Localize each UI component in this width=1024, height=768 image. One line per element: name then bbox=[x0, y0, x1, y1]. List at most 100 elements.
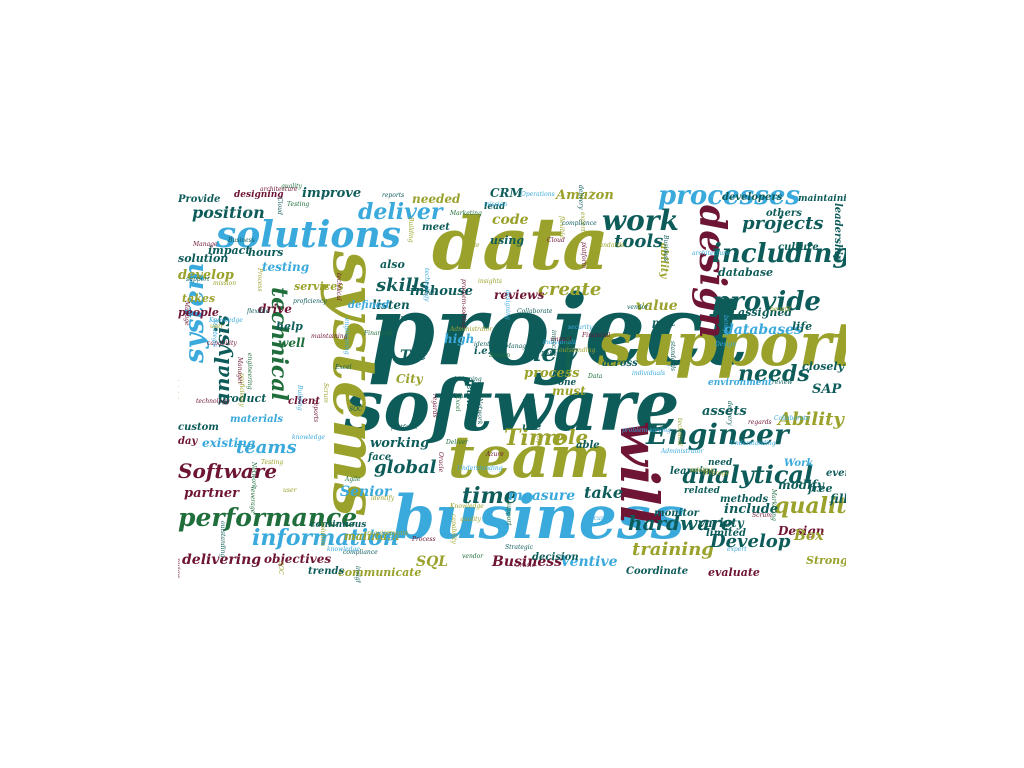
filler-word: Marketing bbox=[770, 489, 777, 521]
filler-word: Understanding bbox=[730, 440, 776, 447]
filler-word: Administrator bbox=[661, 448, 704, 455]
word-include: include bbox=[724, 502, 779, 517]
filler-word: mission bbox=[213, 280, 237, 287]
word-continuous: continuous bbox=[310, 520, 367, 530]
filler-word: Testing bbox=[261, 459, 284, 466]
filler-word: Agile bbox=[345, 476, 361, 483]
word-data: data bbox=[432, 201, 609, 286]
word-also: also bbox=[380, 258, 405, 271]
word-drive: drive bbox=[258, 302, 292, 316]
filler-word: Oracle bbox=[515, 562, 536, 569]
filler-word: Network bbox=[476, 398, 483, 425]
filler-word: Design bbox=[715, 341, 737, 348]
filler-word: Building bbox=[296, 385, 303, 411]
filler-word: Business bbox=[662, 235, 669, 262]
filler-word: vendor bbox=[627, 304, 649, 311]
filler-word: Manager bbox=[505, 343, 533, 350]
word-ventive: Ventive bbox=[560, 554, 618, 570]
word-database: database bbox=[718, 266, 774, 279]
filler-word: Financial bbox=[364, 330, 393, 337]
filler-word: quality bbox=[460, 516, 481, 523]
filler-word: Collaborate bbox=[517, 308, 553, 315]
filler-word: flexible bbox=[247, 308, 270, 315]
word-assets: assets bbox=[702, 404, 747, 419]
filler-word: architecture bbox=[692, 250, 730, 257]
filler-word: Cloud bbox=[276, 197, 283, 215]
word-time-cap: Time bbox=[504, 425, 567, 451]
word-performance: performance bbox=[178, 503, 358, 532]
filler-word: Building bbox=[407, 217, 414, 243]
filler-word: Excel bbox=[335, 364, 352, 371]
filler-word: Agile bbox=[464, 242, 480, 249]
filler-word: Financial bbox=[582, 332, 611, 339]
filler-word: Data bbox=[424, 290, 439, 297]
filler-word: delivery bbox=[726, 401, 733, 426]
word-process: process bbox=[524, 366, 580, 381]
word-product: product bbox=[218, 392, 267, 405]
word-business: business bbox=[393, 483, 685, 553]
word-training: training bbox=[632, 539, 714, 560]
filler-word: standards bbox=[594, 242, 625, 249]
word-learning: learning bbox=[670, 466, 718, 477]
word-improve: improve bbox=[302, 186, 362, 201]
word-cloud: project software business data team supp… bbox=[178, 183, 846, 583]
word-software: software bbox=[344, 364, 680, 447]
word-value: value bbox=[636, 298, 678, 314]
word-meet: meet bbox=[422, 222, 450, 233]
word-face: face bbox=[368, 452, 392, 463]
filler-word: Business bbox=[228, 237, 255, 244]
word-life: life bbox=[792, 320, 813, 333]
word-across: across bbox=[602, 358, 638, 369]
filler-word: security bbox=[568, 324, 593, 331]
word-maintain: maintain bbox=[344, 530, 400, 543]
filler-word: quality bbox=[281, 183, 302, 190]
filler-word: benefit bbox=[722, 315, 729, 337]
filler-word: support bbox=[186, 276, 210, 283]
filler-word: Oracle bbox=[437, 452, 444, 473]
filler-word: Cloud bbox=[547, 237, 565, 244]
word-analytical: analytical bbox=[682, 460, 814, 489]
word-quality: quality bbox=[774, 493, 846, 519]
filler-word: user bbox=[283, 487, 297, 494]
word-new: new bbox=[524, 338, 578, 367]
filler-word: Network bbox=[250, 462, 257, 489]
word-measure: measure bbox=[508, 488, 576, 504]
filler-word: regards bbox=[748, 419, 772, 426]
word-work-cap: Work bbox=[784, 458, 814, 469]
word-maintaining: maintaining bbox=[798, 194, 846, 204]
word-software-cap: Software bbox=[178, 459, 278, 483]
word-modify: modify bbox=[778, 478, 824, 492]
word-working: working bbox=[370, 436, 430, 451]
filler-word: Manager bbox=[236, 357, 243, 385]
filler-word: Knowledge bbox=[450, 503, 484, 510]
word-evaluate: evaluate bbox=[708, 566, 760, 579]
word-provide: provide bbox=[712, 287, 821, 317]
word-help: help bbox=[276, 320, 303, 333]
word-materials: materials bbox=[230, 414, 284, 425]
filler-word: security bbox=[587, 515, 612, 522]
filler-word: Scrum bbox=[752, 512, 772, 519]
filler-word: Azure bbox=[452, 393, 470, 400]
filler-word: user bbox=[210, 323, 224, 330]
filler-word: insights bbox=[478, 278, 502, 285]
word-ie: i.e. bbox=[474, 346, 492, 357]
filler-word: individuals bbox=[632, 370, 666, 377]
filler-word: benefit bbox=[770, 306, 792, 313]
word-large: large bbox=[370, 528, 402, 541]
word-processes: processes bbox=[658, 183, 801, 211]
filler-word: requirements bbox=[564, 335, 571, 377]
word-design-cap: Design bbox=[778, 524, 825, 538]
filler-word: knowledge bbox=[292, 434, 325, 441]
word-senior: Senior bbox=[340, 484, 392, 500]
word-partner: partner bbox=[184, 486, 239, 501]
word-project: project bbox=[368, 274, 749, 387]
word-designing: designing bbox=[234, 190, 284, 200]
filler-word: expert bbox=[727, 546, 747, 553]
filler-word: vendor bbox=[462, 553, 484, 560]
filler-word: insights bbox=[354, 566, 361, 583]
filler-word: platform bbox=[580, 242, 587, 269]
word-use: use bbox=[522, 422, 542, 433]
word-limited: limited bbox=[706, 528, 746, 539]
word-leadership: leadership bbox=[832, 203, 843, 262]
word-sap: SAP bbox=[812, 382, 842, 397]
